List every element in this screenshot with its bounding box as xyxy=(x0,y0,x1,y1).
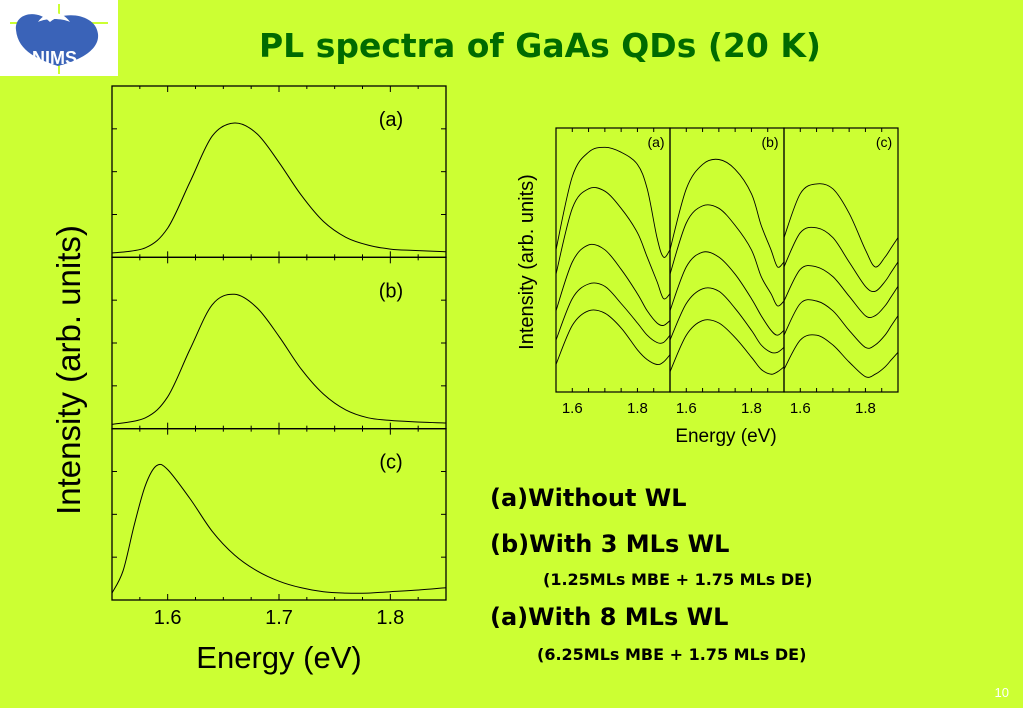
logo-text: NIMS xyxy=(32,48,77,68)
left-panel-label: (c) xyxy=(379,452,402,474)
left-panel-label: (b) xyxy=(379,280,403,302)
legend-item-c: (a)With 8 MLs WL xyxy=(490,603,729,631)
right-y-axis-label: Intensity (arb. units) xyxy=(516,174,538,350)
right-panel-curve xyxy=(783,183,899,268)
right-panel-curve xyxy=(669,204,785,307)
left-panel-curve xyxy=(111,463,447,594)
right-panel-curve xyxy=(555,187,671,300)
right-x-tick-label: 1.8 xyxy=(741,400,762,417)
nims-logo-graphic: NIMS xyxy=(10,4,108,74)
page-number: 10 xyxy=(994,685,1009,700)
left-x-axis-label: Energy (eV) xyxy=(196,640,361,675)
right-panel-curve xyxy=(669,251,785,336)
right-panel-curve xyxy=(555,282,671,344)
right-panel-frame xyxy=(783,127,899,393)
right-panel-label: (a) xyxy=(647,134,664,150)
right-panel-curve xyxy=(669,319,785,375)
right-panel-label: (c) xyxy=(876,134,892,150)
right-panel-curve xyxy=(555,146,671,258)
right-x-tick-label: 1.8 xyxy=(627,400,648,417)
right-x-tick-label: 1.6 xyxy=(790,400,811,417)
right-panel-curve xyxy=(669,158,785,268)
right-panel-curve xyxy=(783,334,899,378)
right-panel-curve xyxy=(669,287,785,354)
legend-item-b-note: (1.25MLs MBE + 1.75 MLs DE) xyxy=(543,570,813,589)
left-x-tick-label: 1.6 xyxy=(154,607,182,629)
right-x-axis-label: Energy (eV) xyxy=(675,426,776,447)
nims-logo: NIMS xyxy=(0,0,118,76)
right-panel-curve xyxy=(783,265,899,318)
left-x-tick-label: 1.7 xyxy=(265,607,293,629)
legend-item-a: (a)Without WL xyxy=(490,484,687,512)
right-x-tick-label: 1.6 xyxy=(676,400,697,417)
right-panel-curve xyxy=(555,243,671,326)
legend-item-c-note: (6.25MLs MBE + 1.75 MLs DE) xyxy=(537,645,807,664)
right-panel-curve xyxy=(555,309,671,366)
right-x-tick-label: 1.8 xyxy=(855,400,876,417)
right-panel-curve xyxy=(783,226,899,293)
right-panel-frame xyxy=(669,127,785,393)
right-panel-label: (b) xyxy=(761,134,778,150)
slide-title: PL spectra of GaAs QDs (20 K) xyxy=(259,26,821,65)
right-x-tick-label: 1.6 xyxy=(562,400,583,417)
left-y-axis-label: Intensity (arb. units) xyxy=(50,225,87,515)
left-x-tick-label: 1.8 xyxy=(376,607,404,629)
left-panel-label: (a) xyxy=(379,109,403,131)
right-panel-curve xyxy=(783,299,899,349)
legend-item-b: (b)With 3 MLs WL xyxy=(490,530,730,558)
left-panel-curve xyxy=(111,122,447,254)
left-panel-curve xyxy=(111,293,447,425)
